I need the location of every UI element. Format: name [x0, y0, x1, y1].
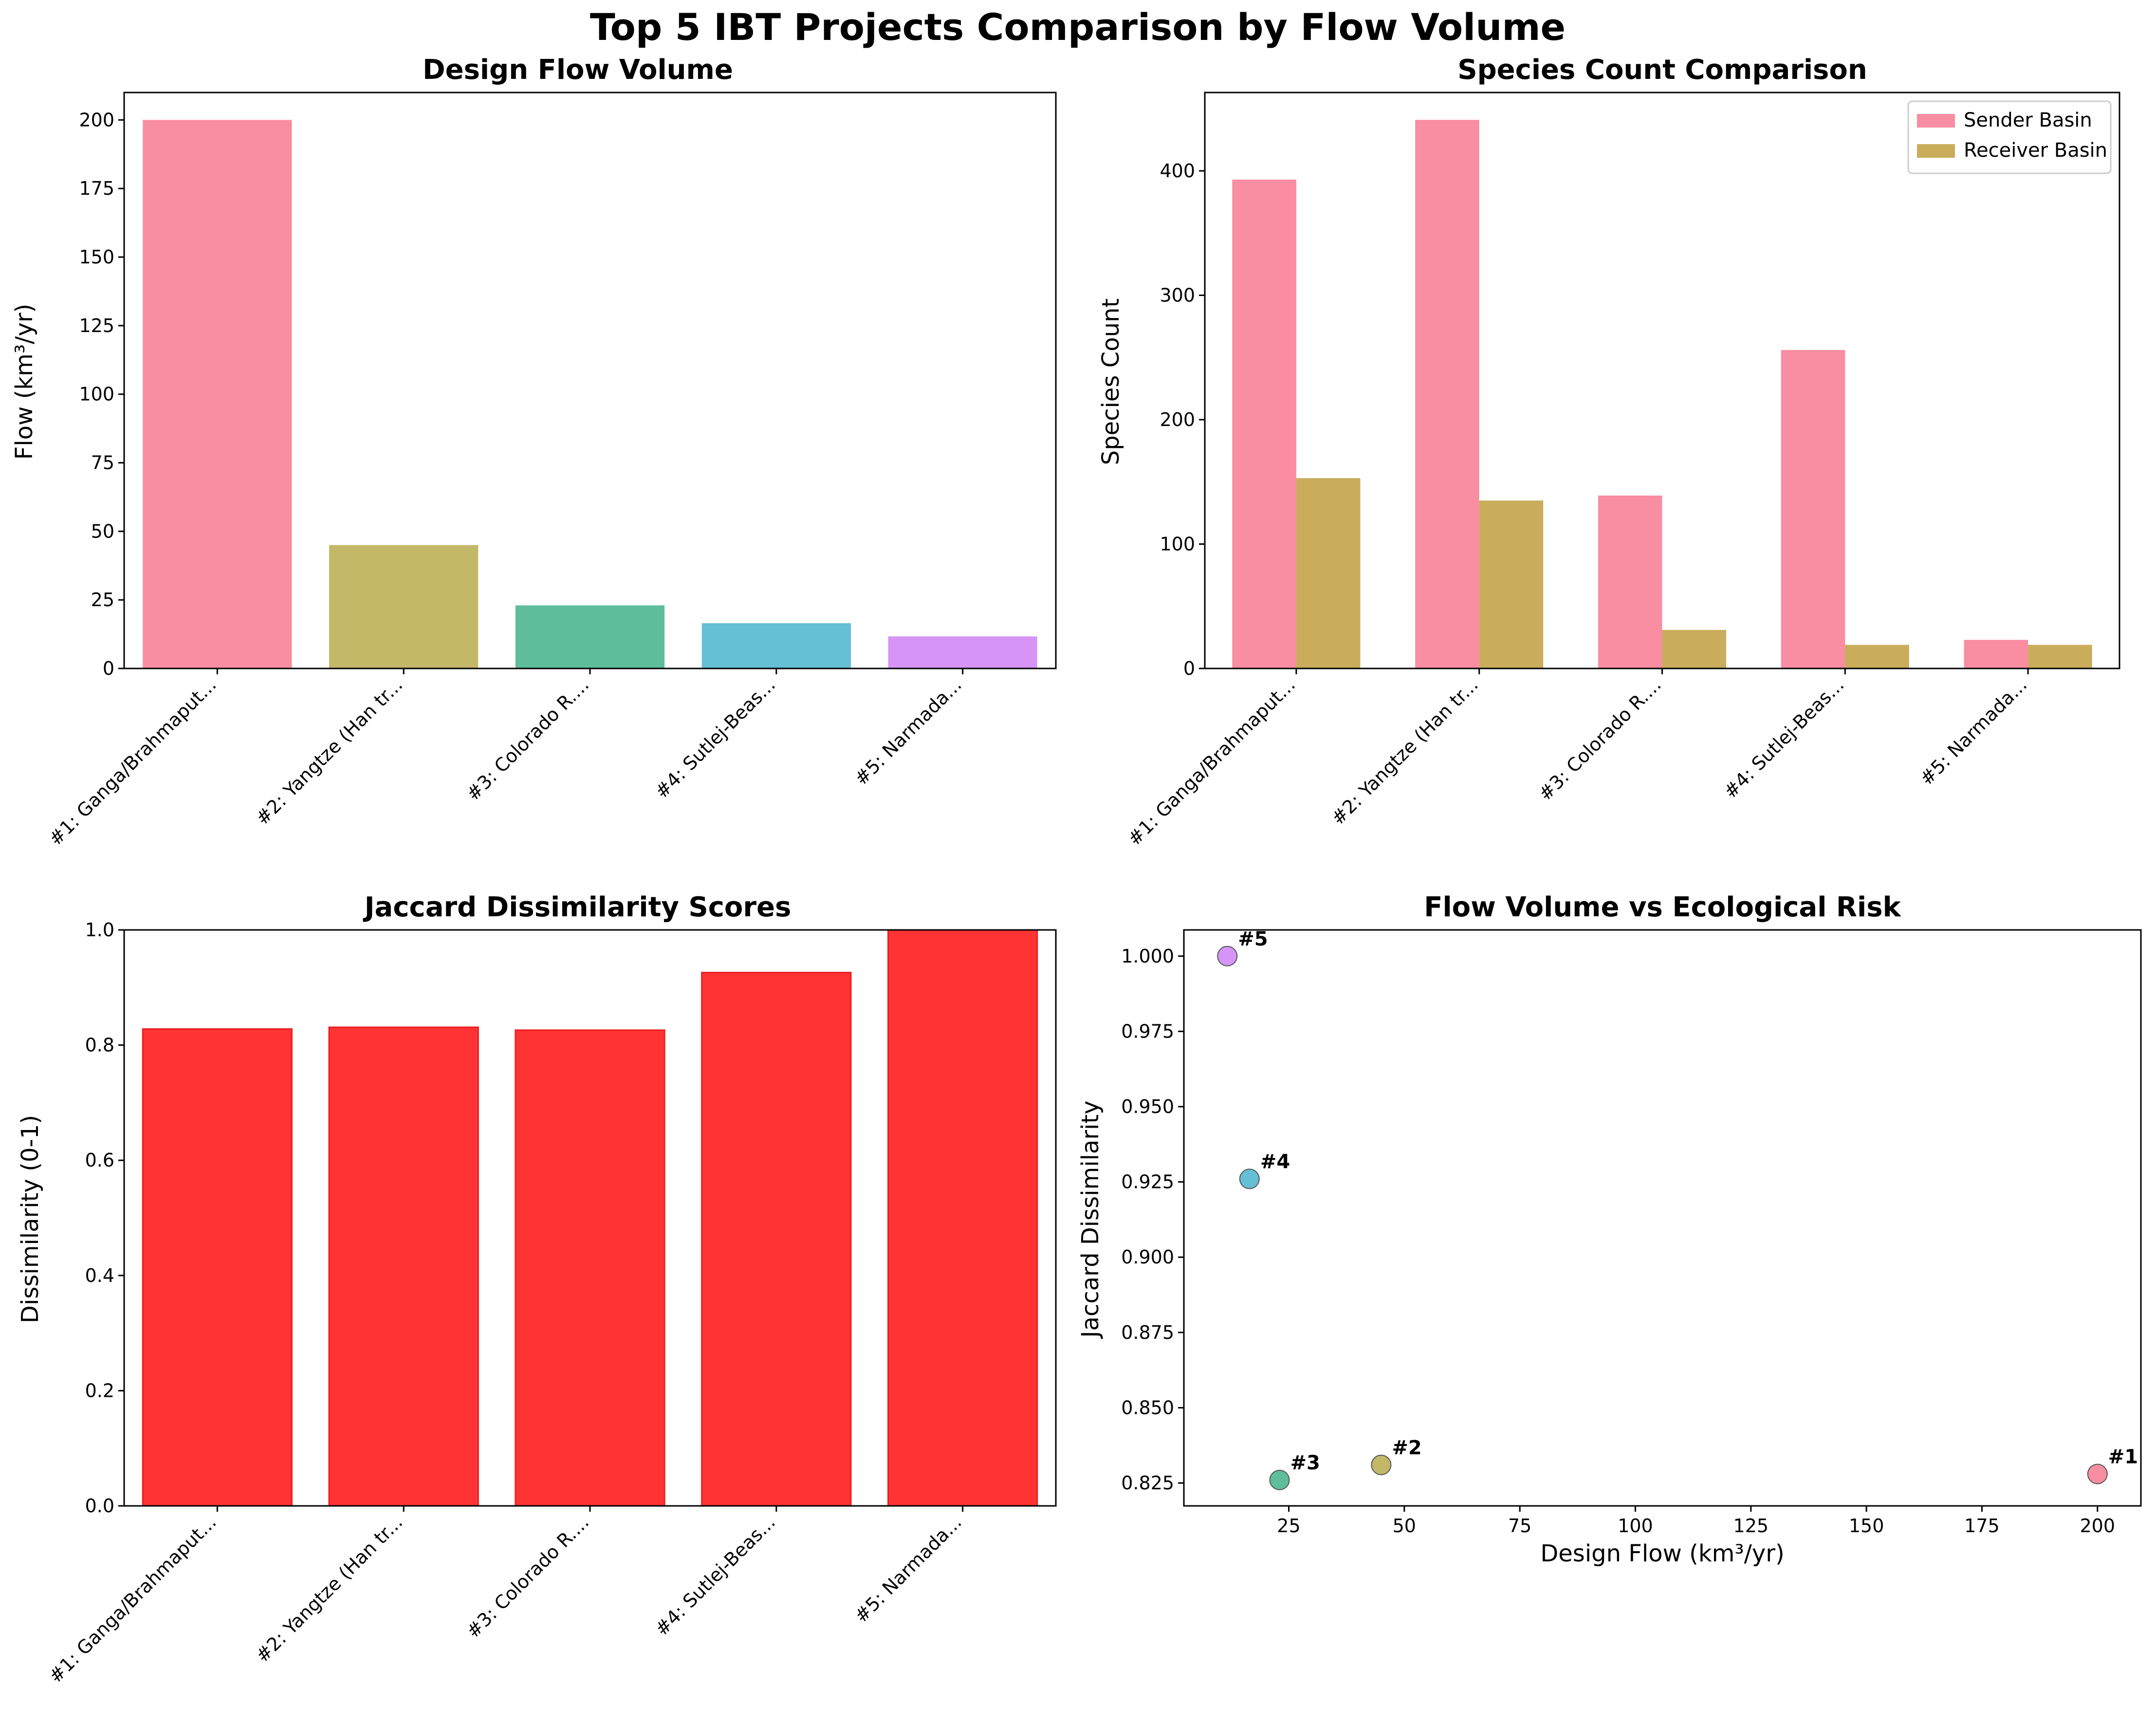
y-axis-label: Dissimilarity (0-1): [17, 1115, 44, 1323]
receiver-bar-2: [1479, 501, 1544, 668]
point-label: #5: [1238, 928, 1268, 950]
bar-1: [142, 1028, 293, 1507]
receiver-bar-3: [1662, 630, 1727, 668]
y-tick-label: 0.950: [1121, 1096, 1174, 1117]
bar-2: [329, 545, 479, 668]
sender-bar-4: [1781, 350, 1845, 668]
y-tick-label: 0: [1183, 658, 1195, 679]
point-5: [1217, 945, 1238, 966]
point-label: #4: [1260, 1150, 1290, 1173]
sender-bar-5: [1964, 640, 2028, 668]
point-label: #1: [2108, 1446, 2138, 1468]
x-tick-label: 50: [1393, 1515, 1416, 1537]
point-3: [1269, 1469, 1290, 1490]
point-1: [2087, 1464, 2108, 1484]
x-tick-label: 175: [1964, 1515, 2000, 1537]
chart-title: Flow Volume vs Ecological Risk: [1424, 891, 1901, 923]
point-4: [1239, 1168, 1260, 1189]
x-tick-label: 25: [1277, 1515, 1300, 1537]
y-tick-label: 300: [1160, 284, 1195, 306]
y-tick-label: 150: [79, 246, 114, 268]
y-tick-label: 0.925: [1121, 1171, 1174, 1193]
y-tick-label: 75: [91, 452, 114, 474]
bar-4: [701, 623, 851, 668]
axes-frame: [1183, 929, 2142, 1507]
y-tick-label: 0.825: [1121, 1472, 1174, 1494]
y-tick-label: 0.2: [85, 1380, 114, 1401]
sender-bar-3: [1598, 495, 1662, 668]
figure-title: Top 5 IBT Projects Comparison by Flow Vo…: [590, 5, 1566, 49]
y-tick-label: 0: [103, 658, 114, 679]
chart-flow-vs-risk: Flow Volume vs Ecological Risk Jaccard D…: [1077, 891, 2142, 1567]
y-tick-label: 0.0: [85, 1495, 114, 1517]
sender-bar-2: [1415, 120, 1479, 668]
legend-swatch: [1917, 114, 1955, 128]
y-tick-label: 125: [79, 315, 114, 336]
x-tick-label: 100: [1618, 1515, 1653, 1537]
bar-1: [143, 120, 292, 668]
y-tick-label: 25: [91, 589, 114, 611]
x-axis-label: Design Flow (km³/yr): [1540, 1540, 1784, 1567]
legend-box: [1907, 100, 2112, 174]
y-tick-label: 400: [1160, 160, 1195, 182]
y-axis-label: Flow (km³/yr): [11, 304, 38, 460]
x-tick-label: 200: [2080, 1515, 2116, 1537]
y-axis-label: Jaccard Dissimilarity: [1077, 1100, 1104, 1339]
y-tick-label: 50: [91, 520, 114, 542]
y-tick-label: 175: [79, 178, 114, 199]
sender-bar-1: [1232, 179, 1296, 668]
point-label: #3: [1290, 1452, 1320, 1474]
point-label: #2: [1392, 1437, 1421, 1459]
y-tick-label: 0.850: [1121, 1397, 1174, 1418]
bar-5: [887, 929, 1038, 1507]
receiver-bar-5: [2028, 645, 2092, 668]
y-axis-label: Species Count: [1097, 298, 1124, 465]
x-tick-label: 75: [1508, 1515, 1531, 1537]
bar-3: [515, 605, 665, 668]
chart-jaccard-dissimilarity: Jaccard Dissimilarity Scores Dissimilari…: [17, 891, 1057, 1687]
receiver-bar-1: [1296, 478, 1361, 668]
bar-3: [515, 1029, 665, 1507]
bar-5: [888, 636, 1037, 668]
legend-swatch: [1917, 144, 1955, 158]
y-tick-label: 1.000: [1121, 945, 1174, 967]
chart-title: Jaccard Dissimilarity Scores: [363, 891, 792, 923]
x-tick-label: 125: [1733, 1515, 1769, 1537]
receiver-bar-4: [1845, 645, 1909, 668]
y-tick-label: 0.875: [1121, 1322, 1174, 1343]
y-tick-label: 100: [1160, 533, 1195, 555]
point-2: [1371, 1454, 1392, 1475]
bar-2: [328, 1026, 479, 1507]
y-tick-label: 100: [79, 384, 114, 405]
legend-label: Sender Basin: [1964, 109, 2092, 131]
chart-title: Design Flow Volume: [423, 54, 733, 86]
y-tick-label: 0.900: [1121, 1246, 1174, 1268]
bar-4: [701, 972, 852, 1507]
y-tick-label: 0.6: [85, 1149, 114, 1171]
y-tick-label: 200: [79, 109, 114, 130]
y-tick-label: 200: [1160, 409, 1195, 430]
legend-label: Receiver Basin: [1964, 139, 2107, 162]
x-tick-label: 150: [1849, 1515, 1884, 1537]
y-tick-label: 0.8: [85, 1035, 114, 1056]
chart-title: Species Count Comparison: [1457, 54, 1867, 86]
y-tick-label: 0.975: [1121, 1020, 1174, 1042]
y-tick-label: 0.4: [85, 1265, 114, 1286]
y-tick-label: 1.0: [85, 919, 114, 941]
